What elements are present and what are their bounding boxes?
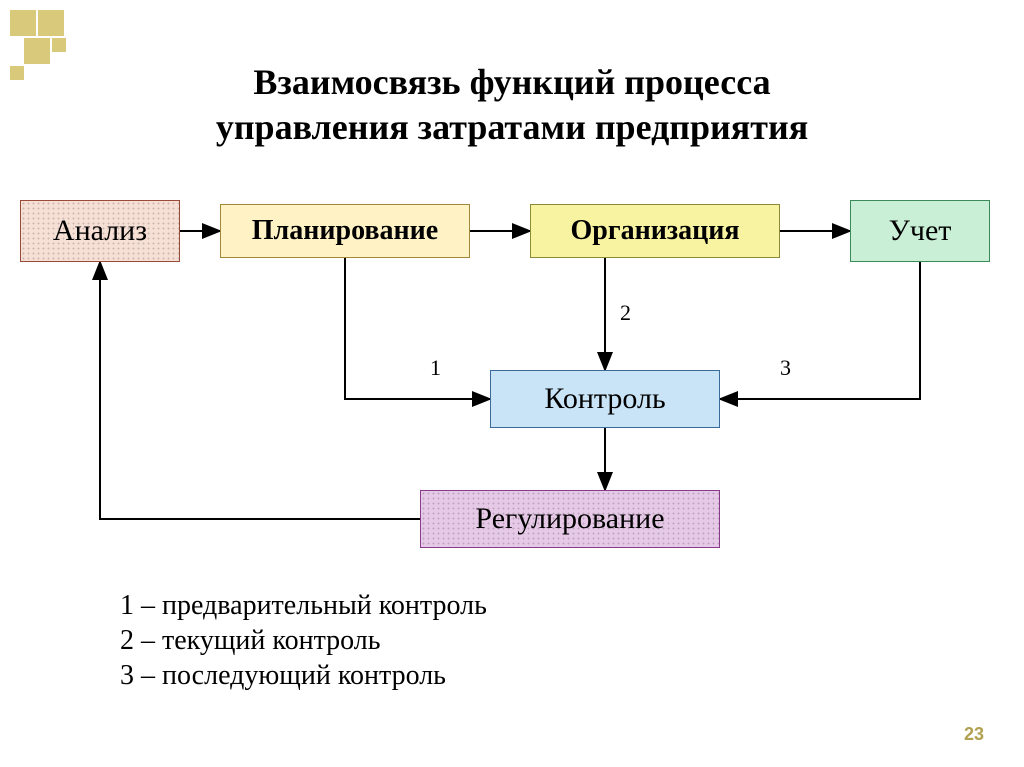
edge-label-3: 3 xyxy=(780,355,791,381)
node-analysis: Анализ xyxy=(20,200,180,262)
node-control: Контроль xyxy=(490,370,720,428)
node-accounting: Учет xyxy=(850,200,990,262)
title-line-1: Взаимосвязь функций процесса xyxy=(253,62,770,102)
edge-label-2: 2 xyxy=(620,300,631,326)
node-regulation: Регулирование xyxy=(420,490,720,548)
edge-label-1: 1 xyxy=(430,355,441,381)
legend-item-2: 2 – текущий контроль xyxy=(120,625,381,657)
node-organization: Организация xyxy=(530,204,780,258)
legend-item-3: 3 – последующий контроль xyxy=(120,660,446,692)
slide-title: Взаимосвязь функций процесса управления … xyxy=(0,60,1024,150)
page-number: 23 xyxy=(964,724,984,745)
node-planning: Планирование xyxy=(220,204,470,258)
title-line-2: управления затратами предприятия xyxy=(216,107,808,147)
legend-item-1: 1 – предварительный контроль xyxy=(120,590,487,622)
